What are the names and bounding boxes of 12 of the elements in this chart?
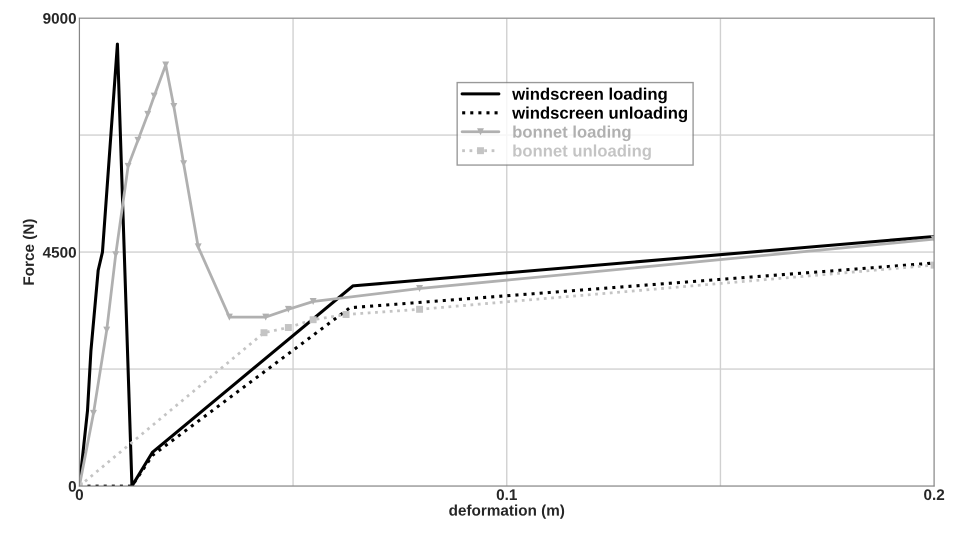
legend-label: bonnet unloading bbox=[513, 144, 651, 160]
x-axis-title: deformation (m) bbox=[449, 504, 564, 519]
y-tick-label: 4500 bbox=[42, 246, 76, 258]
x-tick-label: 0.2 bbox=[924, 489, 944, 500]
legend-label: windscreen unloading bbox=[512, 106, 687, 122]
legend-label: windscreen loading bbox=[512, 88, 667, 104]
legend-label: bonnet loading bbox=[513, 126, 630, 142]
y-axis-title: Force (N) bbox=[22, 219, 38, 285]
y-tick-label: 9000 bbox=[43, 12, 76, 24]
y-tick-label: 0 bbox=[68, 480, 76, 492]
x-tick-label: 0 bbox=[76, 489, 83, 500]
x-tick-label: 0.1 bbox=[496, 489, 517, 500]
